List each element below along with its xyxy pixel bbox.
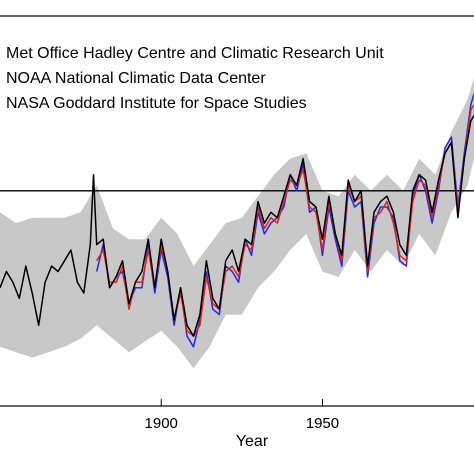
x-tick-label: 1950 (306, 415, 339, 432)
uncertainty-band (0, 77, 474, 369)
x-axis-title: Year (236, 433, 269, 450)
series-line-hadley (0, 115, 474, 337)
x-tick-label: 1900 (145, 415, 178, 432)
series-layer (0, 93, 474, 348)
legend-entry-nasa: NASA Goddard Institute for Space Studies (6, 95, 307, 112)
x-tick-layer: 1900 1950 (145, 399, 339, 432)
legend-entry-hadley: Met Office Hadley Centre and Climatic Re… (6, 45, 384, 62)
legend: Met Office Hadley Centre and Climatic Re… (6, 45, 384, 112)
legend-entry-noaa: NOAA National Climatic Data Center (6, 70, 266, 87)
plot-frame (0, 15, 474, 407)
uncertainty-band-layer (0, 77, 474, 369)
